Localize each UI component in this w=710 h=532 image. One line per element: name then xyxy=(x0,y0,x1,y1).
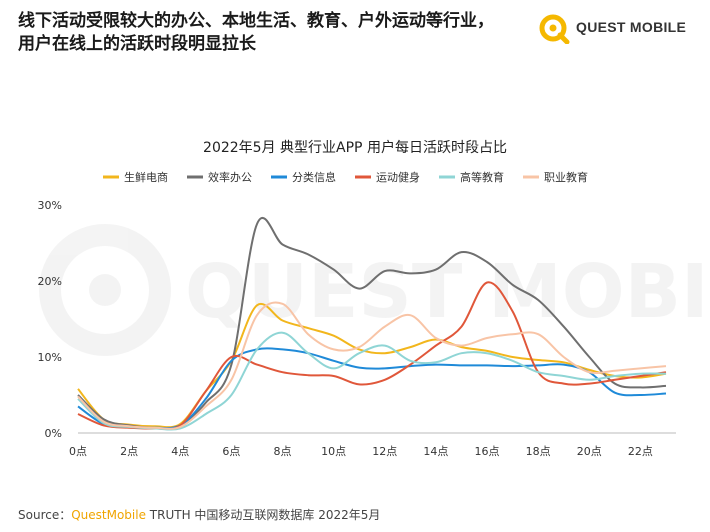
legend-item: 生鲜电商 xyxy=(103,170,168,184)
logo-text: QUEST MOBILE xyxy=(576,19,687,35)
headline-line-2: 用户在线上的活跃时段明显拉长 xyxy=(18,34,256,54)
legend-item: 职业教育 xyxy=(523,170,588,184)
x-tick-label: 8点 xyxy=(274,445,292,458)
watermark-ring-icon xyxy=(39,224,171,356)
source-brand: QuestMobile xyxy=(71,508,146,522)
y-axis: 0% 10% 20% 30% xyxy=(38,199,62,440)
y-tick-label: 10% xyxy=(38,351,62,364)
series-line xyxy=(77,347,667,430)
x-tick-label: 16点 xyxy=(475,445,500,458)
x-tick-label: 12点 xyxy=(372,445,397,458)
y-tick-label: 20% xyxy=(38,275,62,288)
x-tick-label: 20点 xyxy=(577,445,602,458)
x-tick-label: 6点 xyxy=(222,445,240,458)
x-tick-label: 10点 xyxy=(321,445,346,458)
series-line xyxy=(77,331,667,431)
questmobile-logo-icon xyxy=(539,14,570,45)
watermark-text: QUEST MOBILE xyxy=(185,249,710,335)
line-chart: QUEST MOBILE 2022年5月 典型行业APP 用户每日活跃时段占比 … xyxy=(38,139,710,458)
legend-label: 生鲜电商 xyxy=(124,170,168,184)
legend-item: 效率办公 xyxy=(187,170,252,184)
questmobile-logo: QUEST MOBILE xyxy=(538,12,698,45)
y-tick-label: 0% xyxy=(45,427,62,440)
legend-label: 效率办公 xyxy=(208,170,252,184)
x-tick-label: 0点 xyxy=(69,445,87,458)
legend-item: 运动健身 xyxy=(355,170,420,184)
chart-legend: 生鲜电商 效率办公 分类信息 运动健身 高等教育 职业教育 xyxy=(103,170,588,184)
watermark-dot-icon xyxy=(89,274,121,306)
x-tick-label: 4点 xyxy=(171,445,189,458)
x-tick-label: 22点 xyxy=(628,445,653,458)
legend-label: 分类信息 xyxy=(292,170,336,184)
source-prefix: Source： xyxy=(18,508,72,522)
x-tick-label: 14点 xyxy=(423,445,448,458)
headline-line-1: 线下活动受限较大的办公、本地生活、教育、户外运动等行业， xyxy=(18,11,494,31)
y-tick-label: 30% xyxy=(38,199,62,212)
chart-title: 2022年5月 典型行业APP 用户每日活跃时段占比 xyxy=(203,139,507,156)
source-rest: TRUTH 中国移动互联网数据库 2022年5月 xyxy=(145,508,381,522)
series-line xyxy=(77,281,667,431)
watermark: QUEST MOBILE xyxy=(39,224,710,356)
chart-area: QUEST MOBILE 2022年5月 典型行业APP 用户每日活跃时段占比 … xyxy=(0,125,710,470)
source-note: Source：QuestMobile TRUTH 中国移动互联网数据库 2022… xyxy=(18,506,380,523)
legend-label: 运动健身 xyxy=(376,170,420,184)
series-line xyxy=(77,301,667,430)
legend-item: 分类信息 xyxy=(271,170,336,184)
x-tick-label: 18点 xyxy=(526,445,551,458)
legend-label: 职业教育 xyxy=(544,170,588,184)
series-lines xyxy=(77,216,667,431)
x-tick-label: 2点 xyxy=(120,445,138,458)
x-axis: 0点 2点 4点 6点 8点 10点 12点 14点 16点 18点 20点 22点 xyxy=(69,432,676,458)
series-line xyxy=(77,302,667,429)
legend-item: 高等教育 xyxy=(439,170,504,184)
headline: 线下活动受限较大的办公、本地生活、教育、户外运动等行业， 用户在线上的活跃时段明… xyxy=(18,10,518,56)
legend-label: 高等教育 xyxy=(460,170,504,184)
